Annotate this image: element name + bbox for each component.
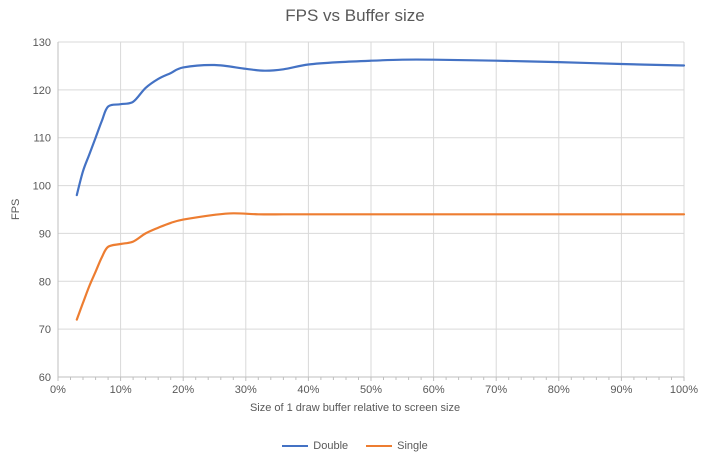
x-tick-label: 70% [485,384,507,396]
y-tick-label: 110 [33,133,51,145]
y-tick-label: 60 [39,372,51,384]
x-tick-label: 30% [235,384,257,396]
legend-label-single: Single [397,440,428,452]
y-tick-label: 90 [39,228,51,240]
x-tick-label: 50% [360,384,382,396]
legend-item-double: Double [282,440,348,452]
y-tick-label: 130 [33,37,51,49]
x-tick-label: 10% [110,384,132,396]
x-tick-label: 60% [423,384,445,396]
legend: Double Single [0,440,710,452]
x-tick-label: 80% [548,384,570,396]
chart-title: FPS vs Buffer size [285,6,425,25]
x-tick-label: 90% [610,384,632,396]
legend-label-double: Double [313,440,349,452]
legend-item-single: Single [366,440,428,452]
legend-line-swatch-double [282,445,309,447]
legend-line-swatch-single [366,445,393,447]
y-axis-title: FPS [10,198,22,221]
y-tick-label: 100 [33,181,51,193]
y-tick-label: 120 [33,85,51,97]
x-tick-label: 40% [297,384,319,396]
y-tick-label: 70 [39,324,51,336]
series-line-double [75,58,686,197]
x-tick-label: 0% [50,384,66,396]
x-tick-label: 20% [172,384,194,396]
series-line-single [75,212,686,321]
y-tick-label: 80 [39,276,51,288]
x-axis-title: Size of 1 draw buffer relative to screen… [249,402,461,414]
x-tick-label: 100% [670,384,698,396]
